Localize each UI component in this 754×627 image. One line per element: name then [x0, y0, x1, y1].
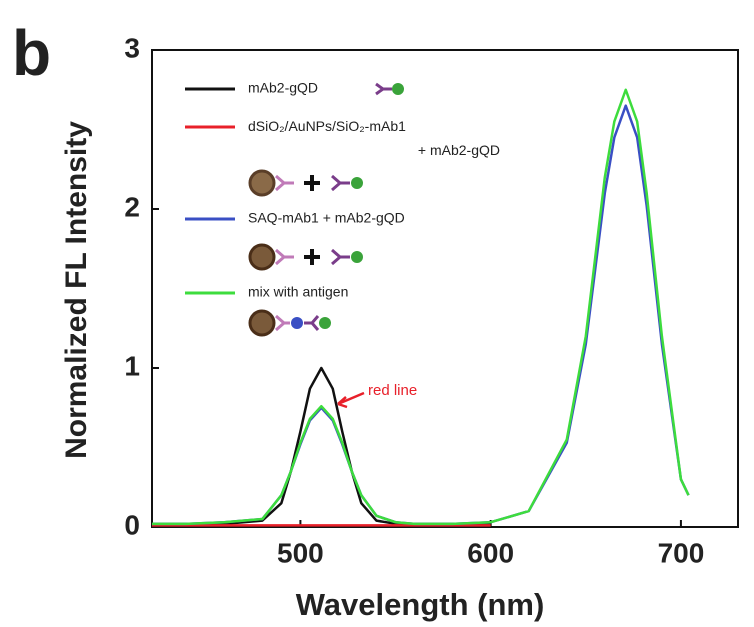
y-tick-label: 2 [124, 191, 140, 222]
legend-label: mix with antigen [248, 284, 348, 300]
icon-row [248, 243, 363, 271]
legend-icons [248, 82, 404, 337]
annotation-arrow [337, 391, 365, 409]
y-tick-label: 0 [124, 509, 140, 540]
series-line [152, 88, 690, 526]
legend-label: dSiO₂/AuNPs/SiO₂-mAb1 + mAb2-gQD [248, 118, 500, 158]
y-tick-label: 1 [124, 350, 140, 381]
legend-label-line: + mAb2-gQD [418, 142, 500, 158]
icon-qd [375, 82, 404, 96]
icon-row [248, 169, 363, 197]
x-tick-label: 600 [467, 537, 514, 568]
y-tick-label: 3 [124, 32, 140, 63]
panel-label: b [12, 17, 51, 89]
icon-row [248, 309, 331, 337]
legend-label: mAb2-gQD [248, 80, 318, 96]
x-tick-label: 700 [658, 537, 705, 568]
annotation: red line [368, 382, 417, 399]
plot-frame [151, 49, 739, 528]
x-axis-title: Wavelength (nm) [296, 587, 545, 622]
legend-label-line: dSiO₂/AuNPs/SiO₂-mAb1 [248, 118, 410, 134]
series-line [152, 366, 491, 526]
legend-label: SAQ-mAb1 + mAb2-gQD [248, 210, 405, 226]
series-line [152, 104, 690, 526]
y-axis-title: Normalized FL Intensity [60, 121, 93, 459]
x-tick-label: 500 [277, 537, 324, 568]
